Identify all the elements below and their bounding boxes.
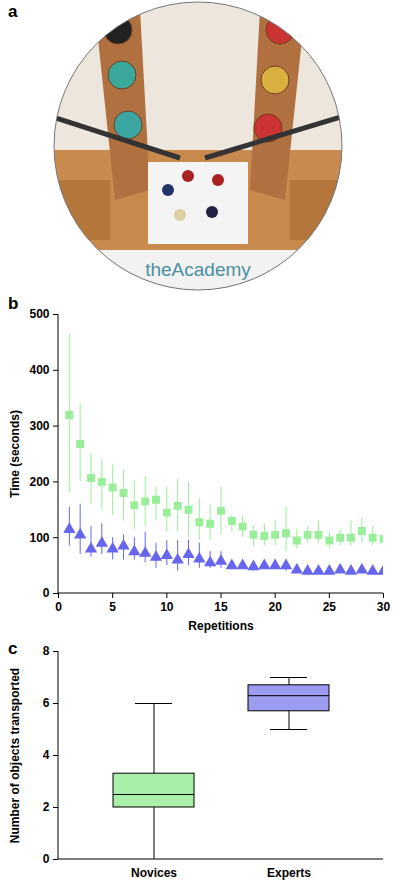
svg-text:25: 25 — [323, 600, 337, 614]
svg-text:theAcademy: theAcademy — [145, 259, 251, 280]
svg-text:0: 0 — [43, 852, 50, 866]
svg-text:Experts: Experts — [267, 866, 311, 880]
svg-text:Number of objects transported: Number of objects transported — [8, 668, 22, 843]
svg-text:Repetitions: Repetitions — [188, 619, 254, 633]
svg-text:30: 30 — [377, 600, 391, 614]
svg-text:5: 5 — [109, 600, 116, 614]
svg-text:200: 200 — [29, 475, 49, 489]
svg-text:15: 15 — [214, 600, 228, 614]
svg-text:500: 500 — [29, 307, 49, 321]
html-text:a: a — [8, 2, 18, 21]
svg-text:100: 100 — [29, 531, 49, 545]
svg-text:400: 400 — [29, 363, 49, 377]
svg-text:300: 300 — [29, 419, 49, 433]
html-text:c: c — [8, 639, 18, 658]
svg-text:8: 8 — [43, 644, 50, 658]
svg-text:4: 4 — [43, 748, 50, 762]
svg-text:Time (seconds): Time (seconds) — [8, 410, 22, 498]
svg-text:2: 2 — [43, 800, 50, 814]
svg-text:20: 20 — [268, 600, 282, 614]
svg-text:0: 0 — [43, 586, 50, 600]
svg-text:6: 6 — [43, 696, 50, 710]
svg-text:10: 10 — [160, 600, 174, 614]
html-text:b: b — [8, 294, 19, 313]
svg-text:Novices: Novices — [131, 866, 177, 880]
svg-text:0: 0 — [55, 600, 62, 614]
